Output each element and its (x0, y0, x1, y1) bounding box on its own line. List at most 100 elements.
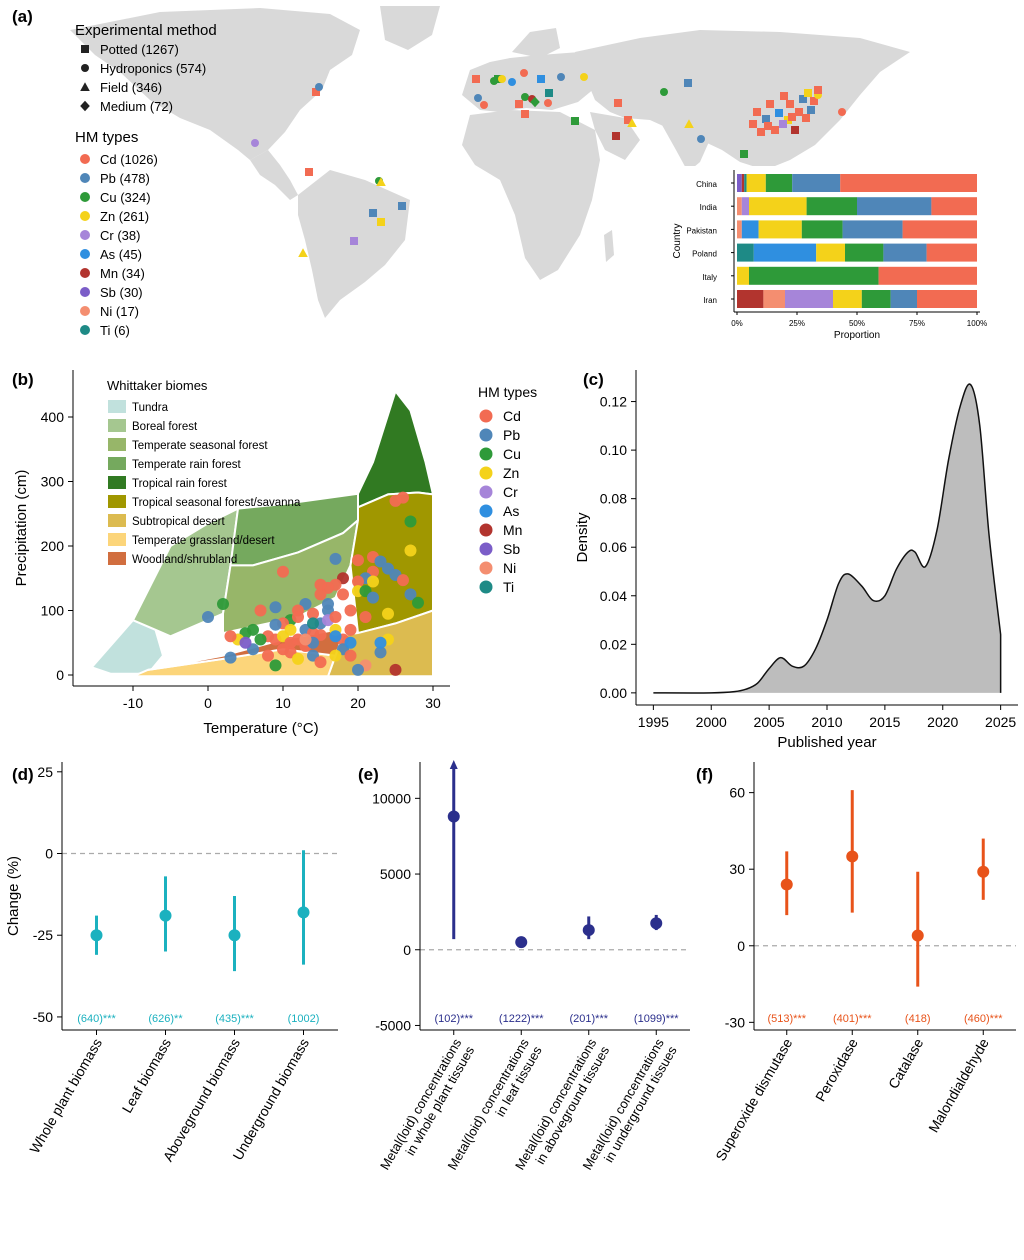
whittaker-point (292, 652, 304, 665)
map-marker (530, 96, 540, 108)
hm-legend-b-key (479, 466, 493, 480)
map-marker (627, 118, 637, 127)
inset-bar-segment (749, 197, 807, 216)
whittaker-point (344, 604, 357, 617)
inset-x-tick-label: 25% (789, 319, 805, 328)
whittaker-point (382, 607, 394, 620)
hm-legend-b-key (479, 561, 493, 575)
biome-legend-label: Temperate grassland/desert (132, 535, 275, 547)
hm-legend-b-key (479, 523, 493, 537)
map-marker (498, 75, 506, 83)
d-category-label-line: Aboveground biomass (160, 1036, 244, 1165)
hm-legend-b-label: Sb (503, 541, 520, 557)
biome-legend-label: Tropical rain forest (132, 478, 228, 490)
whittaker-point (374, 636, 387, 649)
c-y-tick-label: 0.08 (600, 491, 627, 507)
map-legend-methods: Potted (1267) Hydroponics (574) Field (346… (80, 42, 206, 114)
biome-legend-key (108, 514, 126, 527)
map-marker (612, 132, 620, 140)
whittaker-point (254, 633, 267, 646)
panel-e-metal-concentrations: (e) (102)***Metal(loid) concentrationsin… (358, 760, 690, 1172)
map-marker (697, 135, 705, 143)
whittaker-point (307, 607, 319, 620)
whittaker-point (337, 588, 349, 601)
d-category-label-line: Underground biomass (229, 1036, 312, 1163)
inset-bar-segment (842, 220, 903, 239)
biome-legend-key (108, 476, 126, 489)
inset-bars (737, 174, 977, 308)
e-mean-point (650, 917, 663, 930)
whittaker-point (277, 643, 289, 656)
panel-b-axes: 0 100 200 300 400 -10 0 10 20 30 Temperature (°C) P… (13, 370, 450, 737)
map-marker (521, 93, 529, 101)
whittaker-point (299, 633, 312, 646)
inset-country-label: India (700, 203, 718, 212)
d-count-label: (626)** (148, 1013, 183, 1025)
c-x-axis-label: Published year (777, 734, 876, 751)
whittaker-point (269, 601, 282, 614)
map-marker (775, 109, 783, 117)
hm-legend-b-key (479, 485, 493, 499)
e-mean-point (582, 924, 595, 937)
d-category-label-line: Whole plant biomass (26, 1036, 105, 1157)
map-marker (472, 75, 480, 83)
f-category-label-line: Superoxide dismutase (712, 1035, 795, 1163)
whittaker-point (269, 618, 282, 631)
whittaker-point (404, 544, 417, 557)
map-legend-hm-title: HM types (75, 129, 138, 146)
f-mean-point (780, 878, 793, 891)
hm-legend-label: Cr (38) (100, 228, 140, 243)
whittaker-point (397, 574, 409, 587)
biome-legend-label: Temperate seasonal forest (132, 440, 268, 452)
inset-bar-segment (758, 220, 802, 239)
inset-bar-segment (737, 197, 742, 216)
d-category-label: Aboveground biomass (160, 1036, 244, 1165)
b-x-axis-label: Temperature (°C) (203, 720, 318, 737)
map-marker (740, 150, 748, 158)
map-marker (508, 78, 516, 86)
f-count-label: (401)*** (833, 1013, 872, 1025)
inset-country-label: Italy (702, 273, 717, 282)
e-y-tick-label: 5000 (380, 866, 411, 882)
whittaker-point (352, 554, 364, 567)
biome-legend-label: Boreal forest (132, 421, 198, 433)
f-mean-point (977, 865, 990, 878)
inset-bar-segment (806, 197, 857, 216)
whittaker-point (277, 565, 289, 578)
inset-bar-segment (890, 290, 917, 308)
inset-bar-segment (763, 290, 785, 308)
f-category-label-line: Malondialdehyde (925, 1035, 992, 1135)
map-marker (298, 248, 308, 257)
map-marker (684, 119, 694, 128)
b-x-tick-label: 10 (275, 695, 291, 711)
inset-y-axis-label: Country (672, 223, 683, 258)
inset-bar-segment (902, 220, 977, 239)
inset-bar-segment (741, 174, 745, 192)
d-category-label: Whole plant biomass (26, 1036, 105, 1157)
hm-legend-b-label: Ti (503, 579, 514, 595)
hm-legend-b-label: Cd (503, 408, 521, 424)
inset-bar-segment (883, 243, 927, 262)
inset-bar-segment (765, 174, 793, 192)
map-marker (251, 139, 259, 147)
map-marker (802, 114, 810, 122)
biome-legend-label: Woodland/shrubland (132, 554, 237, 566)
hm-legend-b-label: Pb (503, 427, 520, 443)
map-marker (474, 94, 482, 102)
whittaker-point (284, 623, 297, 636)
map-legend-hm-types: Cd (1026) Pb (478) Cu (324) Zn (261) Cr (38)… (80, 152, 158, 338)
whittaker-point (374, 555, 387, 568)
whittaker-point (314, 578, 327, 591)
hm-legend-label: Mn (34) (100, 266, 145, 281)
map-marker (799, 95, 807, 103)
f-category-label-line: Peroxidase (812, 1035, 861, 1104)
whittaker-biome-areas (90, 389, 435, 678)
b-y-tick-label: 300 (41, 474, 65, 490)
map-marker (753, 108, 761, 116)
inset-bar-segment (785, 290, 833, 308)
panel-d-biomass-change: (d) (640)*** Whole plant biomass (626)** Le… (5, 762, 338, 1164)
map-marker (660, 88, 668, 96)
map-marker (804, 89, 812, 97)
inset-bar-segment (833, 290, 862, 308)
inset-bar-segment (878, 266, 977, 285)
